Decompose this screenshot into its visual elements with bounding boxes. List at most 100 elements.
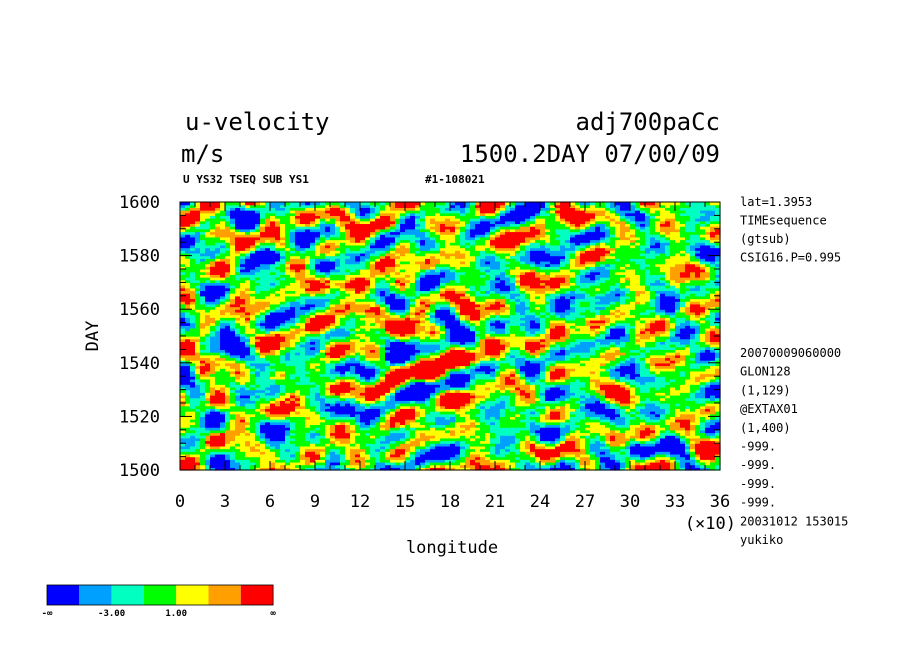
heatmap-cell: [370, 408, 376, 412]
heatmap-cell: [635, 378, 641, 383]
heatmap-cell: [205, 411, 211, 415]
heatmap-cell: [680, 421, 686, 426]
heatmap-cell: [595, 403, 601, 407]
heatmap-cell: [685, 416, 691, 420]
heatmap-cell: [455, 451, 461, 455]
heatmap-cell: [715, 368, 721, 372]
heatmap-cell: [340, 405, 346, 409]
heatmap-cell: [180, 421, 186, 426]
heatmap-cell: [380, 451, 386, 455]
heatmap-cell: [440, 437, 446, 442]
heatmap-cell: [330, 445, 336, 450]
heatmap-cell: [480, 352, 486, 356]
heatmap-cell: [410, 424, 416, 428]
heatmap-cell: [365, 432, 371, 436]
heatmap-cell: [600, 467, 606, 471]
heatmap-cell: [360, 378, 366, 383]
heatmap-cell: [315, 373, 321, 377]
heatmap-cell: [355, 408, 361, 412]
heatmap-cell: [195, 427, 201, 431]
heatmap-cell: [660, 392, 666, 396]
heatmap-cell: [670, 435, 676, 439]
heatmap-cell: [245, 461, 251, 466]
heatmap-cell: [450, 400, 456, 404]
heatmap-cell: [690, 394, 696, 399]
heatmap-cell: [700, 411, 706, 415]
heatmap-cell: [205, 357, 211, 361]
heatmap-cell: [495, 368, 501, 372]
heatmap-cell: [210, 448, 216, 452]
heatmap-cell: [465, 432, 471, 436]
heatmap-cell: [330, 403, 336, 407]
heatmap-cell: [330, 440, 336, 444]
heatmap-cell: [550, 440, 556, 444]
heatmap-cell: [675, 362, 681, 367]
heatmap-cell: [500, 440, 506, 444]
heatmap-cell: [665, 467, 671, 471]
heatmap-cell: [365, 411, 371, 415]
heatmap-cell: [430, 467, 436, 471]
heatmap-cell: [550, 352, 556, 356]
heatmap-cell: [350, 362, 356, 367]
heatmap-cell: [680, 408, 686, 412]
heatmap-cell: [665, 365, 671, 369]
heatmap-cell: [610, 432, 616, 436]
heatmap-cell: [205, 381, 211, 385]
heatmap-cell: [265, 360, 271, 364]
heatmap-cell: [530, 397, 536, 401]
heatmap-cell: [680, 448, 686, 452]
heatmap-cell: [385, 384, 391, 388]
heatmap-cell: [385, 397, 391, 401]
heatmap-cell: [215, 448, 221, 452]
heatmap-cell: [460, 411, 466, 415]
heatmap-cell: [620, 349, 626, 353]
heatmap-cell: [275, 365, 281, 369]
heatmap-cell: [215, 453, 221, 458]
heatmap-cell: [665, 456, 671, 460]
heatmap-cell: [520, 435, 526, 439]
heatmap-cell: [280, 424, 286, 428]
heatmap-cell: [345, 397, 351, 401]
heatmap-cell: [340, 467, 346, 471]
heatmap-cell: [265, 459, 271, 463]
heatmap-cell: [510, 459, 516, 463]
heatmap-cell: [505, 448, 511, 452]
heatmap-cell: [375, 354, 381, 359]
heatmap-cell: [465, 397, 471, 401]
heatmap-cell: [645, 378, 651, 383]
heatmap-cell: [310, 394, 316, 399]
heatmap-cell: [665, 443, 671, 447]
heatmap-cell: [330, 368, 336, 372]
heatmap-cell: [470, 443, 476, 447]
heatmap-cell: [445, 429, 451, 434]
heatmap-cell: [580, 440, 586, 444]
heatmap-cell: [225, 427, 231, 431]
heatmap-cell: [530, 378, 536, 383]
heatmap-cell: [340, 349, 346, 353]
heatmap-cell: [690, 376, 696, 380]
heatmap-cell: [395, 419, 401, 423]
heatmap-cell: [625, 467, 631, 471]
heatmap-cell: [290, 397, 296, 401]
heatmap-cell: [640, 386, 646, 391]
heatmap-cell: [330, 370, 336, 375]
heatmap-cell: [380, 427, 386, 431]
heatmap-cell: [495, 362, 501, 367]
heatmap-cell: [345, 378, 351, 383]
heatmap-cell: [445, 467, 451, 471]
heatmap-cell: [365, 424, 371, 428]
heatmap-cell: [610, 421, 616, 426]
heatmap-cell: [665, 448, 671, 452]
heatmap-cell: [395, 461, 401, 466]
heatmap-cell: [690, 392, 696, 396]
heatmap-cell: [645, 408, 651, 412]
heatmap-cell: [195, 416, 201, 420]
heatmap-cell: [565, 464, 571, 468]
heatmap-cell: [250, 365, 256, 369]
heatmap-cell: [395, 378, 401, 383]
heatmap-cell: [390, 467, 396, 471]
heatmap-cell: [515, 373, 521, 377]
heatmap-cell: [570, 370, 576, 375]
heatmap-cell: [665, 394, 671, 399]
heatmap-cell: [230, 453, 236, 458]
